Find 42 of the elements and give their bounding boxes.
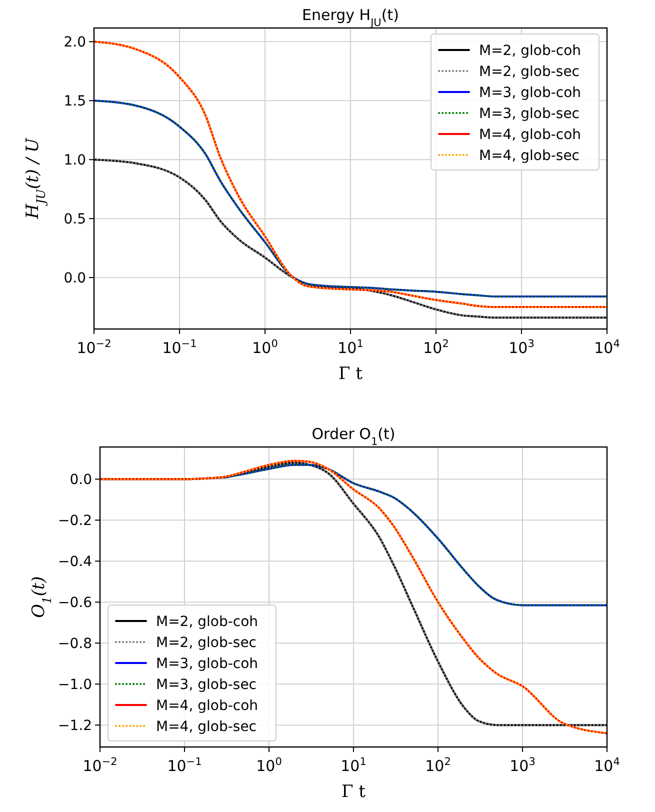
x-tick-label: 10$^{2}$ (425, 756, 451, 775)
y-tick-label: 2.0 (64, 34, 86, 51)
legend-label: M=4, glob-coh (156, 698, 258, 714)
y-tick-label: 1.5 (64, 94, 86, 110)
x-tick-label: 10$^{1}$ (338, 338, 364, 357)
x-tick-label: 10$^{1}$ (340, 756, 366, 775)
x-tick-label: 10$^{−2}$ (82, 756, 118, 775)
legend-label: M=2, glob-coh (479, 43, 582, 59)
x-tick-label: 10$^{3}$ (510, 756, 536, 775)
y-tick-label: −0.6 (58, 595, 92, 612)
legend-label: M=2, glob-sec (479, 64, 580, 80)
y-tick-label: −0.4 (58, 554, 92, 570)
legend-label: M=2, glob-coh (156, 614, 258, 630)
chart-title: Order O$_{1}$(t) (312, 425, 396, 448)
y-tick-label: −0.8 (58, 636, 92, 652)
legend-label: M=3, glob-coh (156, 656, 258, 672)
legend-label: M=3, glob-coh (479, 85, 582, 101)
x-tick-label: 10$^{−1}$ (162, 338, 197, 357)
legend-label: M=3, glob-sec (479, 106, 580, 122)
x-tick-label: 10$^{0}$ (256, 756, 282, 775)
y-tick-label: 1.0 (64, 152, 86, 169)
legend-label: M=4, glob-coh (479, 127, 582, 143)
legend-label: M=3, glob-sec (156, 677, 257, 693)
y-tick-label: 0.0 (64, 270, 86, 287)
x-tick-label: 10$^{2}$ (423, 338, 449, 357)
x-axis-title: Γ t (341, 782, 366, 802)
x-axis-title: Γ t (338, 364, 363, 384)
legend-label: M=4, glob-sec (479, 148, 580, 164)
x-tick-label: 10$^{−1}$ (167, 756, 202, 775)
legend-label: M=4, glob-sec (156, 719, 257, 735)
chart-title: Energy H$_{JU}$(t) (302, 6, 399, 29)
x-tick-label: 10$^{4}$ (594, 338, 620, 357)
y-tick-label: 0.5 (64, 212, 86, 228)
y-tick-label: −1.2 (58, 718, 92, 734)
y-tick-label: −1.0 (58, 677, 92, 694)
legend-label: M=2, glob-sec (156, 635, 257, 651)
x-tick-label: 10$^{4}$ (594, 756, 620, 775)
x-tick-label: 10$^{−2}$ (76, 338, 112, 357)
y-tick-label: −0.2 (58, 513, 92, 530)
x-tick-label: 10$^{0}$ (252, 338, 278, 357)
y-tick-label: 0.0 (70, 472, 92, 488)
x-tick-label: 10$^{3}$ (508, 338, 534, 357)
